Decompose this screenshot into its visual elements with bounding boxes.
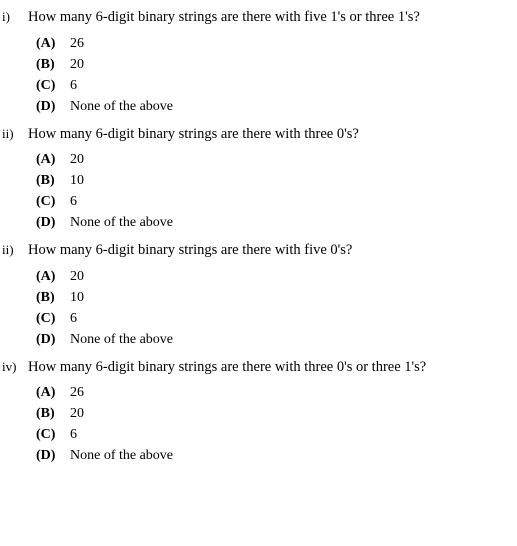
questions-container: i)How many 6-digit binary strings are th… (0, 8, 517, 464)
question-block: i)How many 6-digit binary strings are th… (0, 8, 517, 115)
option-row: (C)6 (36, 427, 517, 443)
option-text: 20 (70, 406, 84, 422)
question-text: How many 6-digit binary strings are ther… (28, 125, 517, 145)
option-label: (B) (36, 57, 70, 73)
option-row: (B)10 (36, 173, 517, 189)
option-text: None of the above (70, 332, 173, 348)
option-row: (B)10 (36, 290, 517, 306)
options-list: (A)26(B)20(C)6(D)None of the above (0, 385, 517, 464)
option-text: 6 (70, 194, 77, 210)
option-row: (D)None of the above (36, 448, 517, 464)
option-label: (D) (36, 448, 70, 464)
question-number: ii) (0, 125, 28, 142)
question-number: iv) (0, 358, 28, 375)
question-number: ii) (0, 241, 28, 258)
option-text: None of the above (70, 448, 173, 464)
option-row: (C)6 (36, 194, 517, 210)
option-label: (A) (36, 36, 70, 52)
question-text: How many 6-digit binary strings are ther… (28, 241, 517, 261)
option-row: (B)20 (36, 406, 517, 422)
option-row: (D)None of the above (36, 215, 517, 231)
option-row: (D)None of the above (36, 99, 517, 115)
options-list: (A)26(B)20(C)6(D)None of the above (0, 36, 517, 115)
option-text: 6 (70, 78, 77, 94)
option-text: 20 (70, 57, 84, 73)
option-label: (B) (36, 290, 70, 306)
option-label: (C) (36, 427, 70, 443)
question-header: ii)How many 6-digit binary strings are t… (0, 241, 517, 261)
question-number: i) (0, 8, 28, 25)
option-text: None of the above (70, 215, 173, 231)
option-label: (C) (36, 78, 70, 94)
option-row: (C)6 (36, 78, 517, 94)
option-label: (B) (36, 173, 70, 189)
options-list: (A)20(B)10(C)6(D)None of the above (0, 269, 517, 348)
option-row: (A)26 (36, 385, 517, 401)
option-text: 6 (70, 311, 77, 327)
option-row: (A)20 (36, 269, 517, 285)
option-row: (B)20 (36, 57, 517, 73)
option-text: 26 (70, 36, 84, 52)
question-block: ii)How many 6-digit binary strings are t… (0, 241, 517, 348)
option-row: (D)None of the above (36, 332, 517, 348)
option-text: 26 (70, 385, 84, 401)
option-label: (D) (36, 332, 70, 348)
option-label: (A) (36, 152, 70, 168)
option-text: 20 (70, 152, 84, 168)
question-block: iv)How many 6-digit binary strings are t… (0, 358, 517, 465)
option-row: (C)6 (36, 311, 517, 327)
option-label: (C) (36, 194, 70, 210)
question-text: How many 6-digit binary strings are ther… (28, 8, 517, 28)
option-text: 6 (70, 427, 77, 443)
question-block: ii)How many 6-digit binary strings are t… (0, 125, 517, 232)
question-header: iv)How many 6-digit binary strings are t… (0, 358, 517, 378)
option-row: (A)26 (36, 36, 517, 52)
option-label: (D) (36, 215, 70, 231)
option-label: (C) (36, 311, 70, 327)
option-text: 20 (70, 269, 84, 285)
option-text: 10 (70, 290, 84, 306)
option-text: None of the above (70, 99, 173, 115)
question-text: How many 6-digit binary strings are ther… (28, 358, 517, 378)
option-label: (A) (36, 385, 70, 401)
question-header: ii)How many 6-digit binary strings are t… (0, 125, 517, 145)
question-header: i)How many 6-digit binary strings are th… (0, 8, 517, 28)
option-label: (A) (36, 269, 70, 285)
option-row: (A)20 (36, 152, 517, 168)
option-text: 10 (70, 173, 84, 189)
option-label: (D) (36, 99, 70, 115)
options-list: (A)20(B)10(C)6(D)None of the above (0, 152, 517, 231)
option-label: (B) (36, 406, 70, 422)
